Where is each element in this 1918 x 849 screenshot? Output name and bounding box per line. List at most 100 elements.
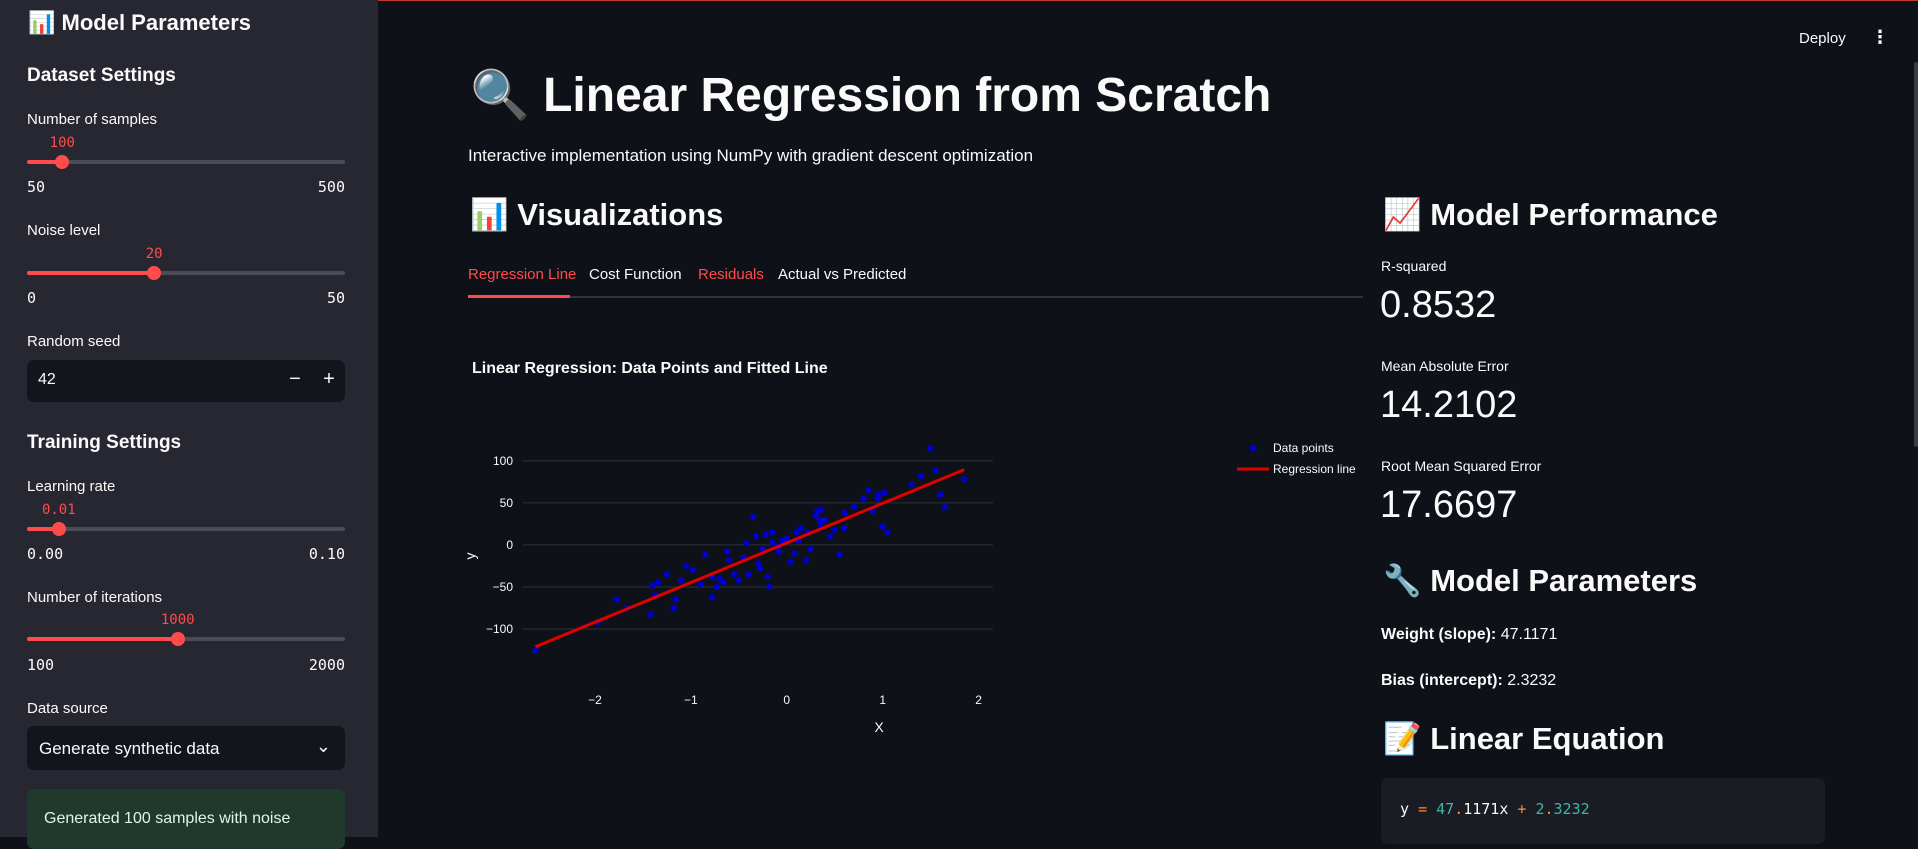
data-point xyxy=(865,487,872,494)
success-alert: Generated 100 samples with noise xyxy=(27,789,345,849)
data-point xyxy=(831,526,838,533)
data-point xyxy=(532,647,539,655)
dataset-settings-header: Dataset Settings xyxy=(27,65,176,86)
samples-slider[interactable]: 100 xyxy=(27,135,345,177)
tabs-baseline xyxy=(468,296,1363,298)
data-point xyxy=(720,579,727,586)
visualization-tabs: Regression Line Cost Function Residuals … xyxy=(468,266,1363,301)
weight-value: 47.1171 xyxy=(1500,626,1558,643)
seed-value[interactable]: 42 xyxy=(38,371,56,388)
scrollbar[interactable] xyxy=(1914,62,1918,447)
y-tick-label: −100 xyxy=(486,622,513,636)
legend-label-line: Regression line xyxy=(1273,462,1356,476)
data-point xyxy=(762,531,769,539)
regression-chart[interactable]: −100 −50 0 50 100 −2 −1 0 1 2 X y Data points Reg… xyxy=(462,420,1363,750)
data-point xyxy=(735,577,743,584)
data-point xyxy=(730,571,738,578)
equation-code-block: y = 47.1171x + 2.3232 xyxy=(1381,778,1825,844)
regression-line xyxy=(534,468,965,649)
data-point xyxy=(826,533,834,540)
data-point xyxy=(756,565,764,572)
decrement-button[interactable]: − xyxy=(289,368,301,390)
learning-rate-slider[interactable]: 0.01 xyxy=(27,502,345,544)
data-point xyxy=(841,524,848,532)
success-message: Generated 100 samples with noise xyxy=(44,810,291,827)
x-tick-label: −2 xyxy=(588,693,602,707)
equation-code: y = 47.1171x + 2.3232 xyxy=(1400,800,1590,818)
data-point xyxy=(672,596,679,603)
range-min: 50 xyxy=(27,178,46,196)
data-point xyxy=(764,573,771,581)
data-point xyxy=(697,581,704,588)
increment-button[interactable]: + xyxy=(323,368,335,390)
page-subtitle: Interactive implementation using NumPy w… xyxy=(468,146,1034,165)
data-point xyxy=(841,509,848,517)
data-point xyxy=(850,503,858,511)
range-min: 0.00 xyxy=(27,545,64,563)
bias-label: Bias (intercept): xyxy=(1381,672,1503,689)
data-source-label: Data source xyxy=(27,700,108,717)
seed-label: Random seed xyxy=(27,333,121,350)
data-point xyxy=(682,562,690,570)
tab-cost-function[interactable]: Cost Function xyxy=(589,266,682,283)
weight-row: Weight (slope): 47.1171 xyxy=(1381,626,1557,644)
x-tick-label: 1 xyxy=(879,693,886,707)
data-point xyxy=(869,508,877,515)
data-point xyxy=(821,516,829,523)
slider-thumb[interactable] xyxy=(170,632,185,646)
data-source-select[interactable]: Generate synthetic data ⌄ xyxy=(27,726,345,770)
data-point xyxy=(775,548,783,555)
seed-input[interactable]: 42 − + xyxy=(27,360,345,402)
slider-thumb[interactable] xyxy=(51,522,66,536)
linear-equation-header: 📝 Linear Equation xyxy=(1383,721,1665,756)
slider-value: 100 xyxy=(49,135,75,151)
tab-residuals[interactable]: Residuals xyxy=(698,266,764,283)
tab-actual-vs-predicted[interactable]: Actual vs Predicted xyxy=(778,266,907,283)
range-max: 2000 xyxy=(308,656,345,674)
slider-track xyxy=(27,271,345,275)
x-tick-label: 0 xyxy=(783,693,790,707)
training-settings-header: Training Settings xyxy=(27,432,182,453)
slider-track xyxy=(27,527,345,531)
y-tick-label: 100 xyxy=(493,454,513,468)
slider-thumb[interactable] xyxy=(55,155,70,169)
slider-value: 0.01 xyxy=(41,502,76,518)
data-point xyxy=(752,533,760,540)
data-point xyxy=(791,550,798,557)
data-point xyxy=(647,611,654,618)
data-point xyxy=(769,539,776,546)
data-point xyxy=(874,495,882,502)
data-point xyxy=(726,556,733,564)
y-tick-label: −50 xyxy=(493,580,514,594)
iterations-slider[interactable]: 1000 xyxy=(27,612,345,654)
data-point xyxy=(937,491,944,498)
mae-label: Mean Absolute Error xyxy=(1381,358,1509,374)
data-point xyxy=(663,571,671,578)
range-min: 0 xyxy=(27,289,37,307)
data-point xyxy=(917,472,925,480)
learning-rate-label: Learning rate xyxy=(27,478,116,495)
data-point xyxy=(818,506,825,513)
noise-slider[interactable]: 20 xyxy=(27,246,345,288)
more-menu-icon[interactable]: ⋮ xyxy=(1871,27,1889,47)
data-point xyxy=(713,583,720,591)
sidebar: 📊 Model Parameters Dataset Settings Numb… xyxy=(0,0,378,849)
range-max: 50 xyxy=(326,289,345,307)
data-point xyxy=(766,583,773,591)
tab-regression-line[interactable]: Regression Line xyxy=(468,266,577,283)
chart-legend: Data points Regression line xyxy=(1237,441,1356,476)
data-point xyxy=(787,558,794,565)
slider-thumb[interactable] xyxy=(147,266,162,280)
data-point xyxy=(745,571,752,578)
deploy-button[interactable]: Deploy xyxy=(1799,30,1846,47)
data-point xyxy=(802,556,810,564)
data-point xyxy=(716,575,723,582)
top-accent-line xyxy=(0,0,1918,1)
r-squared-label: R-squared xyxy=(1381,258,1447,274)
range-min: 100 xyxy=(27,656,55,674)
x-axis-label: X xyxy=(874,719,884,735)
weight-label: Weight (slope): xyxy=(1381,626,1497,643)
rmse-label: Root Mean Squared Error xyxy=(1381,458,1542,474)
y-tick-label: 0 xyxy=(506,538,513,552)
data-point xyxy=(961,476,968,483)
